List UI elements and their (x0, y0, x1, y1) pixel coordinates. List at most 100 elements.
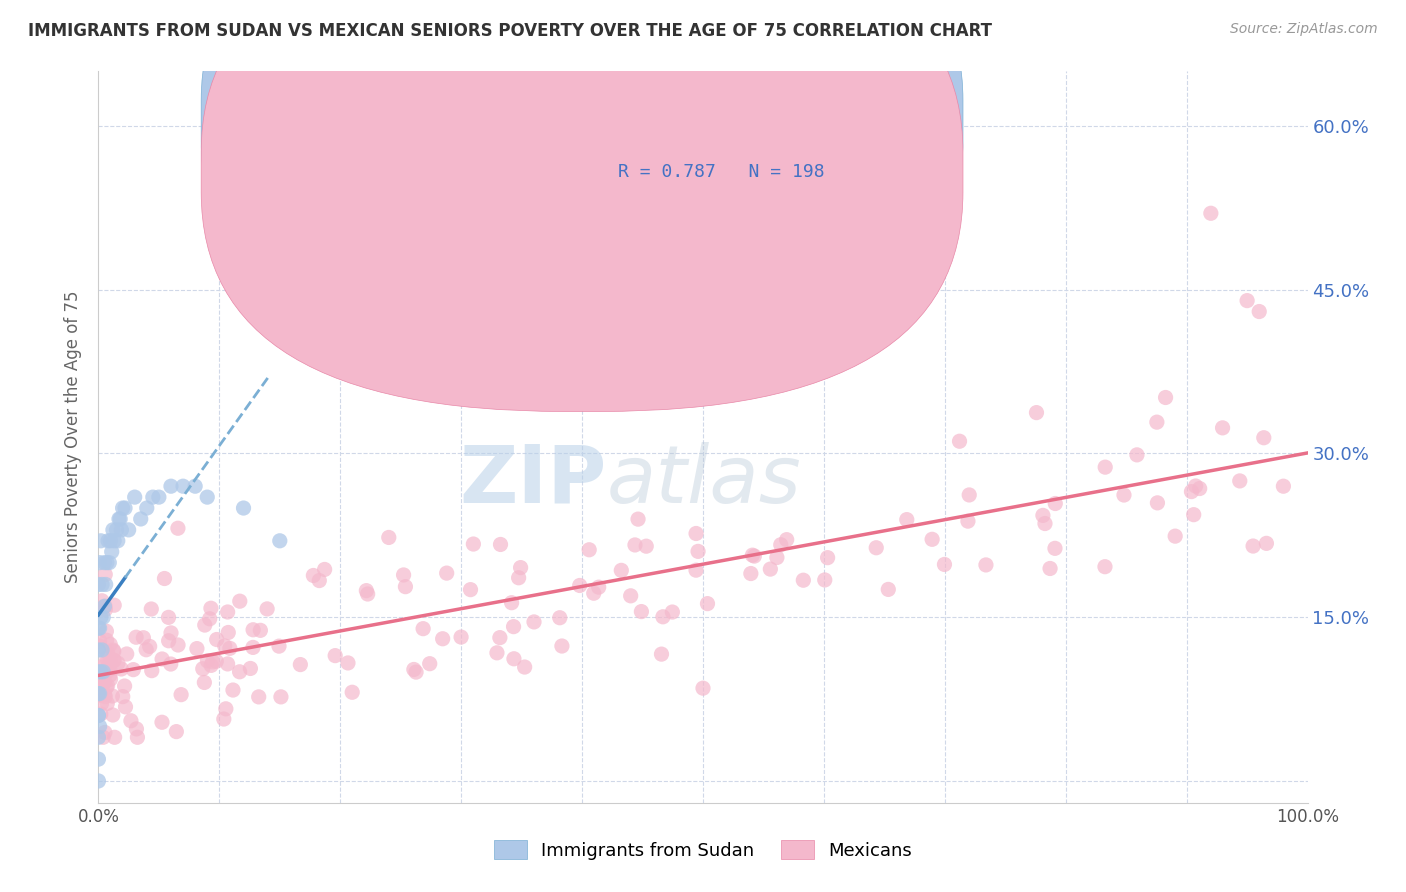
Point (96, 651, 118, 665)
Point (141, 664, 163, 678)
Point (118, 523, 141, 537)
Point (450, 630, 472, 644)
Point (96, 556, 118, 570)
Point (222, 683, 245, 698)
Point (107, 657, 129, 671)
Point (186, 641, 208, 656)
Point (114, 501, 136, 516)
Point (114, 699, 136, 714)
Point (153, 572, 176, 586)
Point (627, 512, 650, 526)
Point (103, 643, 125, 657)
Point (523, 615, 546, 629)
Point (624, 538, 647, 552)
Point (509, 560, 531, 574)
Point (115, 647, 138, 661)
Point (620, 589, 643, 603)
Y-axis label: Seniors Poverty Over the Age of 75: Seniors Poverty Over the Age of 75 (65, 291, 83, 583)
Point (97, 660, 120, 674)
Point (1184, 479, 1206, 493)
Point (167, 521, 190, 535)
Point (87, 621, 110, 635)
Text: R = 0.787   N = 198: R = 0.787 N = 198 (619, 163, 825, 181)
Point (87, 577, 110, 591)
Point (1025, 406, 1047, 420)
Point (1180, 484, 1202, 499)
Point (93, 688, 115, 702)
Point (957, 488, 980, 502)
Point (170, 688, 193, 702)
Text: ZIP: ZIP (458, 442, 606, 520)
Point (877, 582, 900, 597)
Point (104, 731, 127, 745)
Point (1272, 479, 1295, 493)
Point (89, 639, 111, 653)
Point (356, 587, 378, 601)
Point (489, 537, 512, 551)
Point (100, 655, 122, 669)
Point (103, 653, 125, 667)
Text: IMMIGRANTS FROM SUDAN VS MEXICAN SENIORS POVERTY OVER THE AGE OF 75 CORRELATION : IMMIGRANTS FROM SUDAN VS MEXICAN SENIORS… (28, 22, 993, 40)
Point (759, 562, 782, 576)
Point (412, 622, 434, 636)
Point (551, 639, 574, 653)
Point (1154, 391, 1177, 405)
Point (150, 652, 173, 666)
Point (239, 661, 262, 675)
Point (110, 662, 132, 676)
Point (167, 638, 190, 652)
Point (696, 597, 718, 611)
Point (1126, 448, 1149, 462)
Point (201, 655, 224, 669)
Point (114, 679, 136, 693)
Point (817, 550, 839, 565)
Point (98, 556, 121, 570)
Point (1094, 559, 1116, 574)
Point (91, 731, 114, 745)
Point (105, 523, 128, 537)
Point (630, 605, 652, 619)
Point (769, 538, 792, 552)
Point (120, 714, 142, 728)
Point (974, 558, 997, 572)
Point (193, 675, 215, 690)
Point (97, 646, 120, 660)
FancyBboxPatch shape (201, 0, 963, 360)
Point (90, 689, 112, 703)
Point (405, 665, 427, 679)
Point (249, 624, 271, 638)
Point (100, 672, 122, 686)
Point (378, 531, 401, 545)
Point (1188, 482, 1211, 496)
Point (247, 690, 270, 704)
Point (256, 602, 278, 616)
Point (578, 542, 600, 557)
Point (93, 556, 115, 570)
Point (1045, 496, 1067, 510)
Point (125, 630, 148, 644)
Point (1039, 561, 1062, 575)
Point (132, 631, 155, 645)
Point (402, 663, 425, 677)
Point (135, 642, 157, 657)
Point (242, 640, 264, 655)
Point (205, 632, 228, 647)
Point (200, 658, 222, 673)
Point (792, 573, 814, 587)
Point (103, 653, 125, 667)
Point (1032, 508, 1054, 523)
Point (1033, 516, 1056, 531)
Point (1146, 415, 1168, 429)
Point (107, 533, 129, 548)
Point (148, 490, 170, 504)
Point (489, 631, 512, 645)
Point (661, 605, 683, 619)
Point (228, 665, 250, 679)
Point (89, 681, 111, 695)
Point (87, 708, 110, 723)
Point (215, 702, 238, 716)
Point (91, 643, 114, 657)
Point (98, 663, 121, 677)
Point (100, 545, 122, 559)
Point (267, 639, 290, 653)
